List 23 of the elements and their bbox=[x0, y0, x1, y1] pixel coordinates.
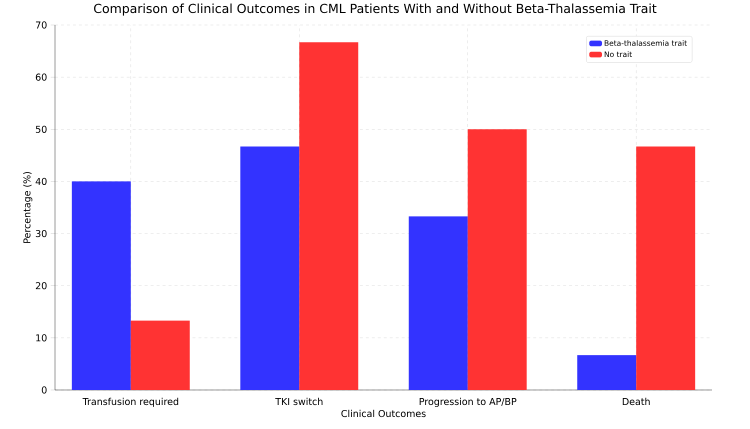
x-axis-title: Clinical Outcomes bbox=[341, 410, 426, 418]
y-tick-label: 60 bbox=[36, 74, 47, 81]
bar bbox=[408, 216, 468, 390]
y-tick-label: 70 bbox=[36, 21, 47, 29]
x-tick-label: Death bbox=[622, 398, 650, 406]
chart-title: Comparison of Clinical Outcomes in CML Patients With and Without Beta-Thalassemia Trait bbox=[94, 4, 656, 16]
x-tick-label: Transfusion required bbox=[82, 398, 178, 407]
bar bbox=[299, 42, 358, 390]
bar bbox=[240, 146, 300, 390]
y-axis-title: Percentage (%) bbox=[23, 172, 32, 243]
bar bbox=[468, 129, 527, 390]
y-tick-label: 30 bbox=[36, 230, 47, 238]
y-tick-label: 0 bbox=[42, 386, 47, 394]
y-tick-label: 20 bbox=[36, 282, 47, 290]
x-tick-label: TKI switch bbox=[275, 398, 322, 406]
bar bbox=[72, 181, 131, 390]
y-tick-label: 40 bbox=[36, 178, 47, 186]
bar bbox=[636, 146, 696, 390]
y-tick-label: 10 bbox=[36, 334, 47, 342]
bar bbox=[577, 355, 636, 390]
x-tick-label: Progression to AP/BP bbox=[420, 398, 516, 407]
y-tick-label: 50 bbox=[36, 126, 47, 133]
bar bbox=[130, 320, 190, 390]
